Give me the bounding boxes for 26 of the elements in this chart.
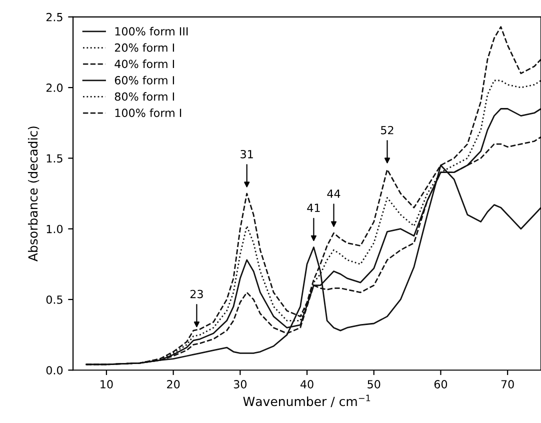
annotation: 41: [307, 204, 320, 212]
annotation: 23: [190, 290, 203, 298]
y-tick-label: 0.0: [46, 366, 63, 375]
y-tick-label: 1.5: [46, 154, 62, 163]
x-tick-label: 50: [368, 380, 380, 388]
legend-label: 100% form I: [115, 108, 182, 118]
legend-label: 40% form I: [114, 60, 174, 68]
annotation: 44: [327, 190, 340, 198]
x-axis-title: Wavenumber / cm$^{−1}$: [243, 394, 370, 408]
legend-label: 60% form I: [114, 76, 174, 84]
x-tick-label: 70: [501, 380, 514, 388]
x-tick-label: 60: [434, 380, 448, 388]
x-tick-label: 20: [167, 380, 180, 388]
y-axis-title: Absorbance (decadic): [28, 126, 40, 262]
y-tick-label: 1.0: [46, 224, 63, 234]
legend-label: 20% form I: [114, 43, 174, 52]
y-tick-label: 0.5: [46, 295, 62, 304]
x-tick-label: 10: [100, 380, 113, 388]
annotation: 52: [381, 126, 394, 134]
legend-label: 80% form I: [114, 92, 174, 101]
legend-label: 100% form III: [115, 26, 188, 36]
y-tick-label: 2.0: [46, 84, 63, 92]
annotation: 31: [240, 150, 253, 158]
x-tick-label: 30: [234, 380, 246, 388]
x-tick-label: 40: [300, 380, 314, 388]
y-tick-label: 2.5: [46, 12, 62, 22]
